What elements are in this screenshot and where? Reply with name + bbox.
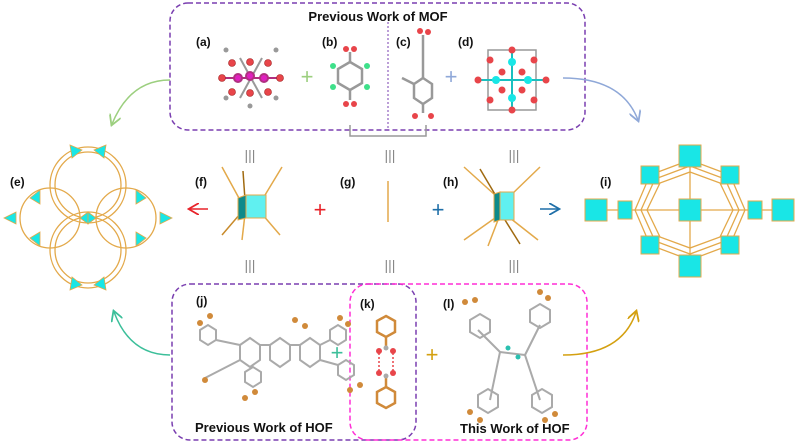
equiv-f-bottom: ||| [245,257,256,273]
equiv-f-top: ||| [245,147,256,163]
label-e: (e) [10,175,25,189]
equiv-g-top: ||| [385,147,396,163]
previous-hof-title: Previous Work of HOF [195,420,333,435]
arrow-lightblue [562,77,638,120]
label-f: (f) [195,175,207,189]
plus-green: + [301,64,314,89]
label-h: (h) [443,175,458,189]
node-f [221,166,283,241]
label-j: (j) [196,294,207,308]
label-c: (c) [396,35,411,49]
previous-hof-box [171,283,417,441]
label-a: (a) [196,35,211,49]
plus-gold: + [426,342,439,367]
equiv-h-bottom: ||| [509,257,520,273]
molecule-a [218,47,284,109]
mof-section: Previous Work of MOF (a) (b) (c) (d) + [169,2,586,137]
label-k: (k) [360,297,375,311]
network-e [3,144,173,291]
mof-box [169,2,586,131]
plus-lightblue: + [445,64,458,89]
arrow-teal [114,312,171,356]
bracket [349,125,427,137]
label-b: (b) [322,35,337,49]
plus-teal: + [331,340,344,365]
molecule-d [474,46,550,114]
arrow-gold [562,312,636,356]
plus-red: + [314,197,327,222]
molecule-b [330,46,370,107]
equiv-g-bottom: ||| [385,257,396,273]
arrow-green [112,79,171,124]
molecule-k [375,314,397,410]
plus-blue: + [432,197,445,222]
node-h [463,166,541,247]
molecule-l [462,289,558,423]
network-i [584,144,795,278]
label-g: (g) [340,175,355,189]
equiv-h-top: ||| [509,147,520,163]
label-l: (l) [443,297,454,311]
molecule-j [197,313,363,401]
this-hof-title: This Work of HOF [460,421,570,436]
molecule-c [401,28,434,119]
mof-title: Previous Work of MOF [308,9,447,24]
this-hof-box [349,283,588,441]
label-i: (i) [600,175,611,189]
label-d: (d) [458,35,473,49]
equivalence-marks: ||| ||| ||| ||| ||| ||| [245,147,520,273]
